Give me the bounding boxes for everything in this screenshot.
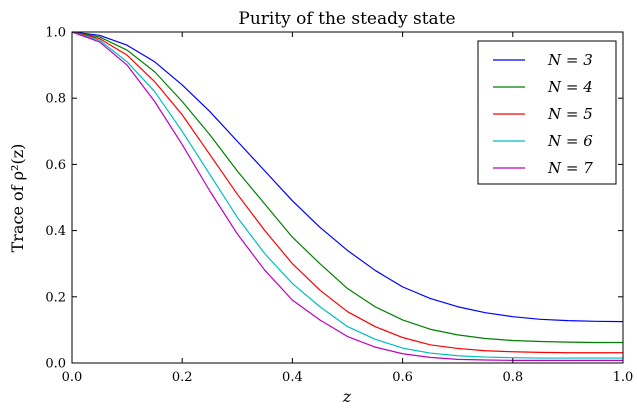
x-tick-label: 1.0: [613, 370, 634, 385]
series-line-4: [71, 31, 623, 359]
legend-label-1: N = 3: [547, 51, 593, 69]
legend-label-5: N = 7: [547, 159, 593, 177]
legend: N = 3 N = 4 N = 5 N = 6 N = 7: [477, 40, 617, 185]
series-line-5: [71, 31, 623, 361]
legend-label-3: N = 5: [547, 105, 593, 123]
legend-box: [477, 40, 617, 185]
y-tick-label: 0.0: [45, 357, 66, 372]
y-tick-label: 0.2: [45, 290, 66, 305]
plot-area: 0.0 0.2 0.4 0.6 0.8 1.0 0.0 0.2 0.4 0.6 0.8 1.0: [45, 26, 633, 386]
legend-label-2: N = 4: [547, 78, 593, 96]
x-axis-title: z: [342, 387, 352, 406]
legend-label-4: N = 6: [547, 132, 593, 150]
series-line-1: [71, 31, 624, 323]
y-tick-label: 0.6: [45, 158, 66, 173]
y-axis-title: Trace of ρ²(z): [8, 144, 27, 253]
chart-title: Purity of the steady state: [238, 9, 455, 29]
x-tick-label: 0.6: [392, 370, 413, 385]
x-tick-label: 0.8: [502, 370, 523, 385]
x-tick-label: 0.2: [172, 370, 193, 385]
y-tick-label: 1.0: [45, 26, 66, 41]
series-line-2: [71, 31, 623, 344]
y-tick-label: 0.4: [45, 224, 66, 239]
x-tick-label: 0.0: [62, 370, 83, 385]
y-tick-label: 0.8: [45, 92, 66, 107]
plot-frame: [71, 31, 624, 364]
x-tick-label: 0.4: [282, 370, 303, 385]
series-line-3: [71, 31, 623, 354]
